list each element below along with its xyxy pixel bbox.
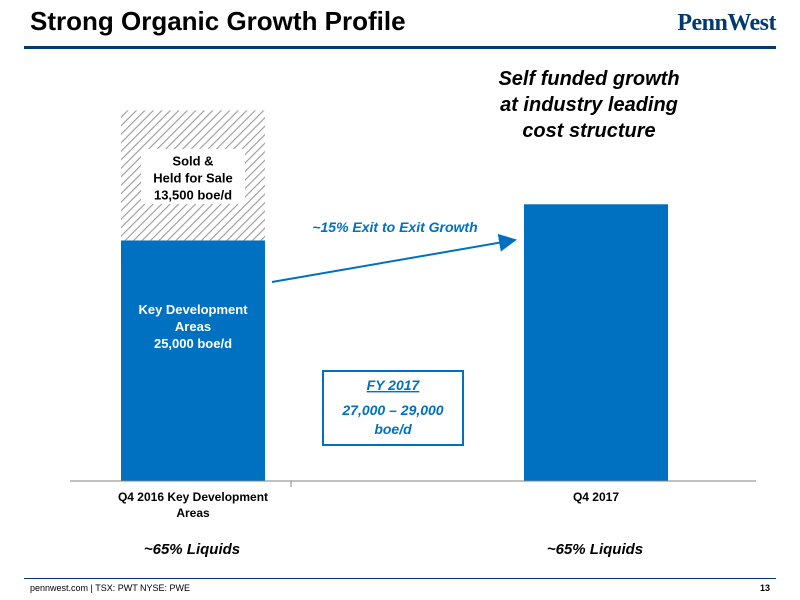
callout-line-3: cost structure: [522, 120, 656, 142]
bar-key-development-0: [121, 240, 265, 481]
fy-2017-box-unit: boe/d: [374, 421, 412, 437]
fy-2017-box-title: FY 2017: [367, 377, 421, 393]
header-rule: [24, 46, 776, 49]
fy-2017-box-range: 27,000 – 29,000: [341, 402, 443, 418]
x-tick-label-1-0: Q4 2017: [573, 490, 619, 504]
liquids-label-q4-2016: ~65% Liquids: [143, 541, 241, 558]
fy-2017-box: [322, 370, 464, 446]
growth-arrow-label: ~15% Exit to Exit Growth: [312, 219, 477, 235]
callout-line-1: Self funded growth: [498, 68, 680, 90]
sold-held-label-1: Held for Sale: [153, 170, 232, 185]
key-dev-label-1: Areas: [175, 319, 211, 334]
callout-line-2: at industry leading: [500, 94, 678, 116]
footer-rule: [24, 578, 776, 579]
liquids-label-q4-2017: ~65% Liquids: [546, 541, 644, 558]
page-title: Strong Organic Growth Profile: [30, 6, 406, 36]
footer-text: pennwest.com | TSX: PWT NYSE: PWE: [30, 583, 191, 593]
sold-held-label-0: Sold &: [172, 153, 213, 168]
key-dev-label-0: Key Development: [138, 302, 248, 317]
sold-held-label-2: 13,500 boe/d: [154, 187, 232, 202]
growth-callout: Self funded growth at industry leading c…: [470, 66, 708, 144]
pennwest-logo: PennWest: [677, 10, 776, 36]
bar-key-development-1: [524, 204, 668, 481]
key-dev-label-2: 25,000 boe/d: [154, 336, 232, 351]
x-tick-label-0-1: Areas: [176, 506, 210, 520]
sold-held-label-bg: [141, 148, 245, 204]
x-tick-label-0-0: Q4 2016 Key Development: [118, 490, 268, 504]
page-number: 13: [759, 583, 770, 593]
growth-arrow: [271, 233, 517, 283]
